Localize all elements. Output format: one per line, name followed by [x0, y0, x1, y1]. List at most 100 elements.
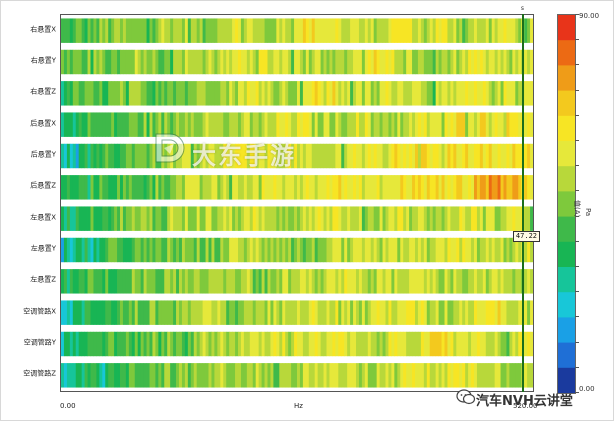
heatmap-cell [66, 300, 71, 325]
heatmap-cell [356, 300, 360, 325]
heatmap-cell [146, 175, 150, 200]
heatmap-cell [214, 81, 218, 106]
heatmap-cell [314, 143, 319, 169]
heatmap-cell [288, 269, 292, 294]
heatmap-cell [444, 143, 448, 169]
heatmap-cell [297, 363, 301, 388]
heatmap-cell [364, 331, 369, 357]
heatmap-cell [373, 18, 378, 43]
heatmap-cell [255, 331, 260, 357]
heatmap-cell [217, 269, 221, 294]
heatmap-cell [456, 49, 460, 75]
heatmap-cell [388, 363, 392, 388]
heatmap-cell [134, 363, 139, 388]
heatmap-cell [199, 143, 203, 169]
heatmap-cell [223, 175, 227, 200]
heatmap-cell [305, 175, 310, 200]
heatmap-cell [288, 300, 292, 325]
heatmap-cell [72, 18, 77, 43]
heatmap-cell [161, 363, 165, 388]
heatmap-cell [518, 143, 522, 169]
heatmap-cell [90, 18, 94, 43]
heatmap-cell [173, 112, 177, 137]
heatmap-cell [506, 206, 510, 231]
heatmap-cell [279, 81, 283, 106]
heatmap-cell [302, 206, 307, 231]
heatmap-cell [471, 206, 475, 231]
heatmap-cell [261, 300, 265, 325]
heatmap-cell [176, 363, 180, 388]
heatmap-cell [149, 49, 153, 75]
heatmap-cell [264, 18, 268, 43]
heatmap-cell [364, 81, 369, 106]
heatmap-plot-area[interactable] [60, 14, 534, 392]
heatmap-cell [125, 18, 130, 43]
heatmap-cell [217, 237, 221, 263]
heatmap-cell [66, 49, 71, 75]
heatmap-cell [125, 363, 130, 388]
heatmap-cell [423, 81, 428, 106]
heatmap-cell [370, 112, 375, 137]
heatmap-cell [285, 237, 289, 263]
heatmap-cell [429, 143, 434, 169]
heatmap-cell [84, 49, 88, 75]
heatmap-cell [108, 363, 112, 388]
heatmap-cell [297, 18, 301, 43]
heatmap-cell [217, 300, 221, 325]
heatmap-cell [474, 81, 478, 106]
heatmap-cell [426, 237, 431, 263]
heatmap-cell [358, 49, 363, 75]
heatmap-cell [353, 269, 357, 294]
heatmap-cell [367, 81, 372, 106]
heatmap-cell [240, 81, 245, 106]
heatmap-cell [134, 18, 139, 43]
heatmap-cell [438, 300, 442, 325]
heatmap-cell [397, 363, 401, 388]
heatmap-cell [435, 269, 439, 294]
heatmap-cell [105, 269, 109, 294]
heatmap-cell [524, 143, 528, 169]
heatmap-cell [479, 206, 484, 231]
heatmap-cell [176, 237, 180, 263]
heatmap-cell [152, 300, 156, 325]
heatmap-cell [500, 363, 504, 388]
heatmap-cell [485, 269, 490, 294]
heatmap-cell [465, 331, 469, 357]
heatmap-cell [476, 206, 481, 231]
heatmap-cell [305, 49, 310, 75]
heatmap-cell [527, 206, 531, 231]
heatmap-cell [81, 331, 85, 357]
heatmap-cell [84, 206, 88, 231]
heatmap-cell [403, 175, 407, 200]
heatmap-cell [146, 237, 150, 263]
heatmap-cell [394, 300, 398, 325]
heatmap-cell [530, 269, 533, 294]
heatmap-cell [108, 81, 112, 106]
heatmap-cell [335, 363, 339, 388]
heatmap-cell [509, 269, 513, 294]
heatmap-cell [291, 112, 295, 137]
heatmap-cell [335, 81, 339, 106]
heatmap-cell [524, 237, 528, 263]
heatmap-cell [137, 49, 142, 75]
heatmap-cell [128, 49, 133, 75]
heatmap-cell [255, 112, 260, 137]
heatmap-cell [305, 269, 310, 294]
heatmap-cell [75, 363, 80, 388]
heatmap-cell [279, 331, 283, 357]
heatmap-cell [524, 112, 528, 137]
heatmap-cell [99, 112, 103, 137]
heatmap-cell [146, 363, 150, 388]
heatmap-cell [364, 18, 369, 43]
heatmap-cell [140, 175, 144, 200]
heatmap-cell [471, 18, 475, 43]
heatmap-cell [202, 18, 206, 43]
heatmap-cell [297, 112, 301, 137]
heatmap-cell [81, 269, 85, 294]
heatmap-cell [63, 237, 68, 263]
heatmap-cell [184, 81, 189, 106]
heatmap-cell [438, 175, 442, 200]
cursor-line[interactable] [521, 14, 524, 392]
heatmap-cell [438, 18, 442, 43]
heatmap-cell [261, 18, 265, 43]
